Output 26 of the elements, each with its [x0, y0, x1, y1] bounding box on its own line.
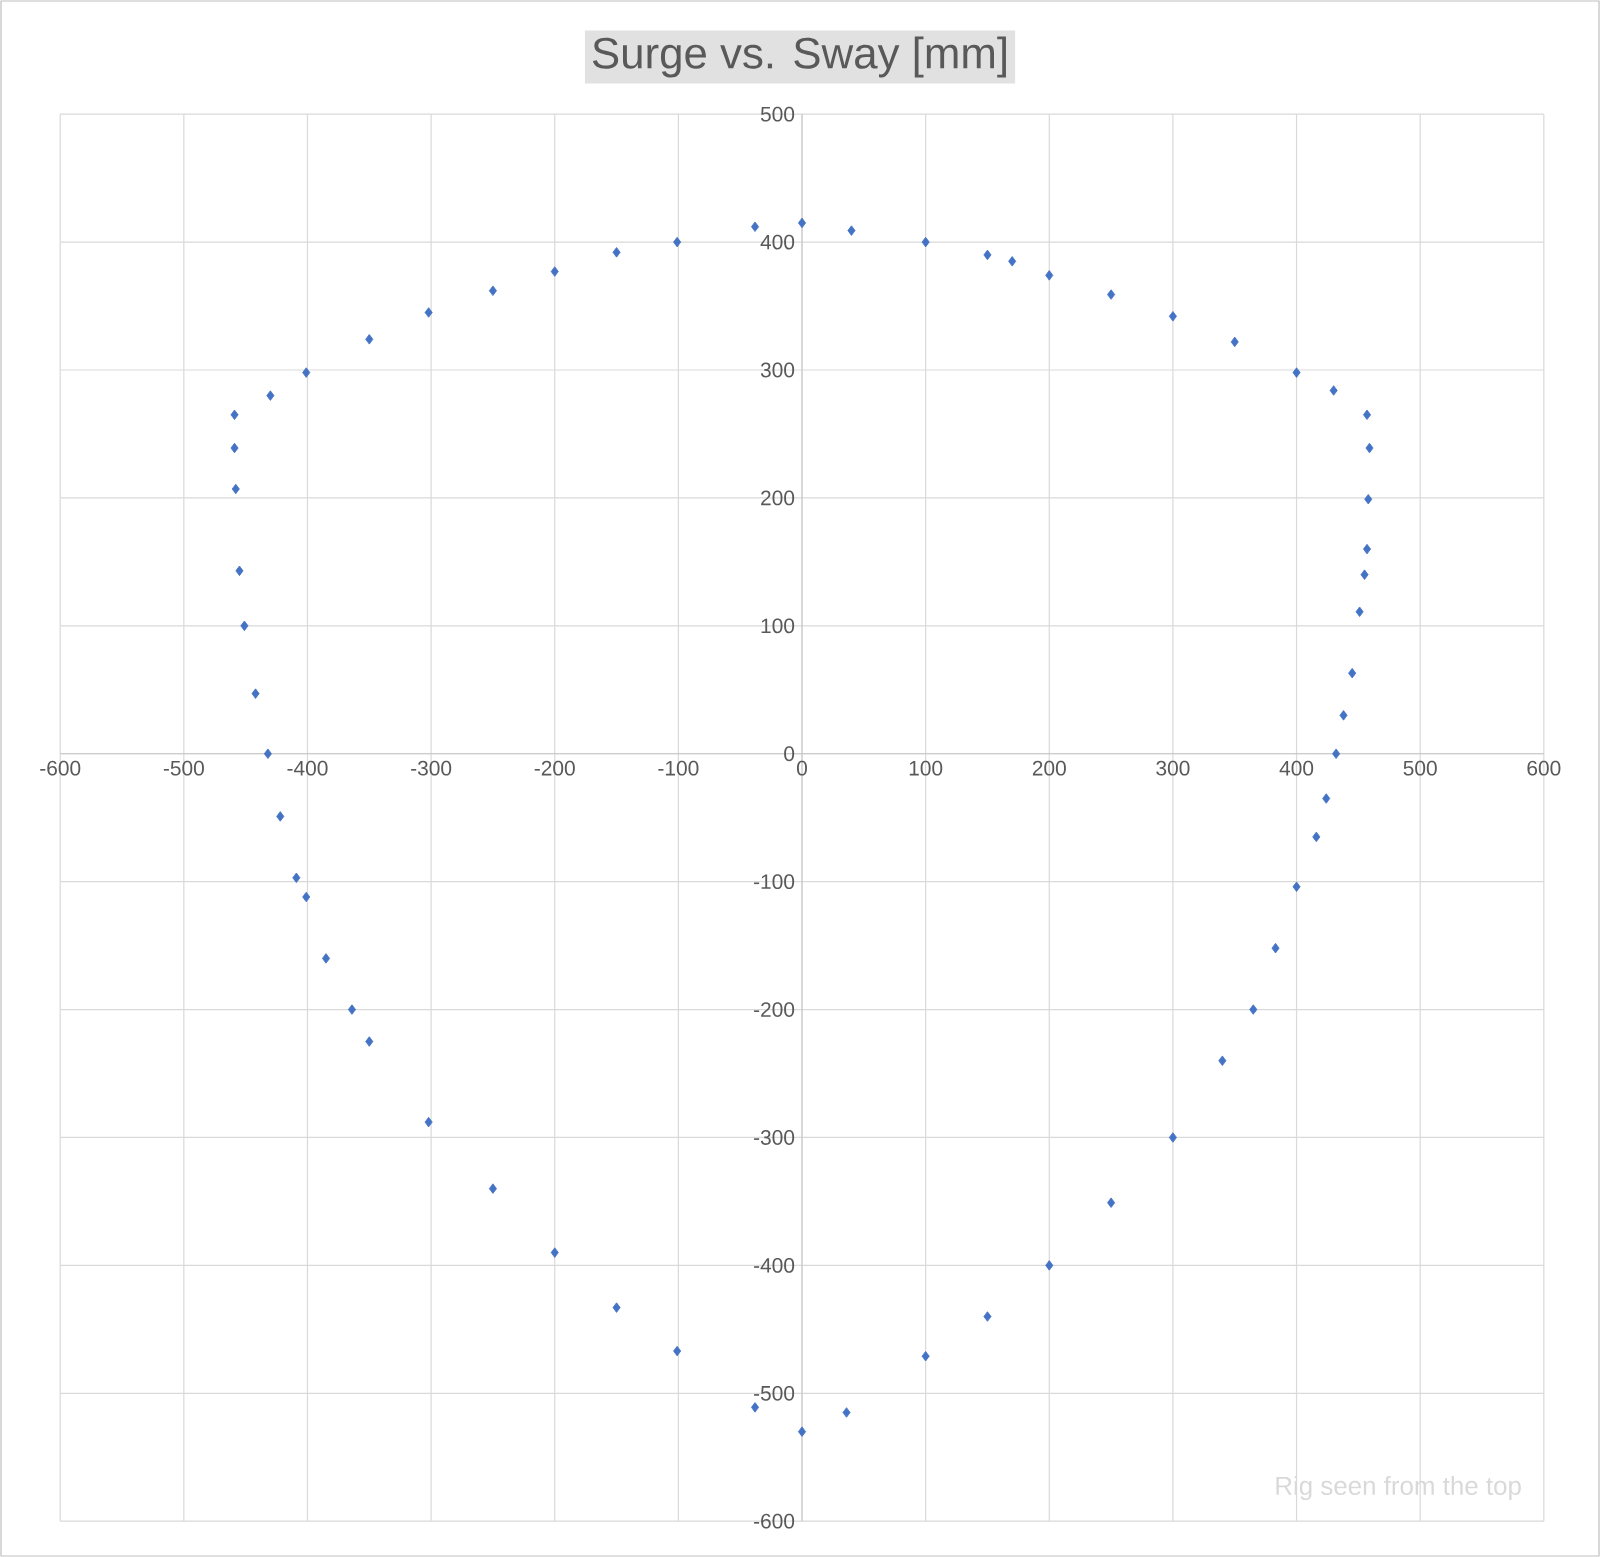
y-tick-label: 500	[760, 106, 795, 122]
x-tick-label: -400	[287, 760, 328, 776]
x-tick-label: 0	[797, 760, 807, 776]
x-tick-label: 500	[1403, 760, 1437, 776]
y-tick-label: -400	[754, 1257, 795, 1273]
y-tick-label: 300	[760, 362, 795, 378]
x-tick-label: -100	[658, 760, 699, 776]
y-tick-label: -600	[754, 1513, 795, 1529]
x-tick-label: 200	[1032, 760, 1066, 776]
y-tick-label: -200	[754, 1002, 795, 1017]
y-tick-label: -300	[754, 1130, 795, 1145]
x-tick-label: 300	[1156, 760, 1190, 776]
chart-title: Surge vs. Sway [mm]	[592, 36, 1006, 78]
x-tick-label: -500	[163, 760, 204, 776]
x-tick-label: -300	[411, 760, 452, 776]
y-tick-label: 200	[761, 490, 795, 506]
y-tick-label: 400	[760, 234, 795, 250]
y-tick-label: 100	[761, 618, 795, 634]
y-tick-label: -500	[754, 1385, 795, 1401]
x-tick-label: 400	[1279, 760, 1314, 776]
y-tick-label: 0	[784, 746, 795, 762]
x-tick-label: 100	[909, 760, 943, 776]
x-tick-label: -200	[534, 760, 575, 776]
x-tick-label: -600	[40, 760, 81, 776]
x-tick-label: 600	[1527, 760, 1561, 776]
y-tick-label: -100	[754, 874, 795, 890]
